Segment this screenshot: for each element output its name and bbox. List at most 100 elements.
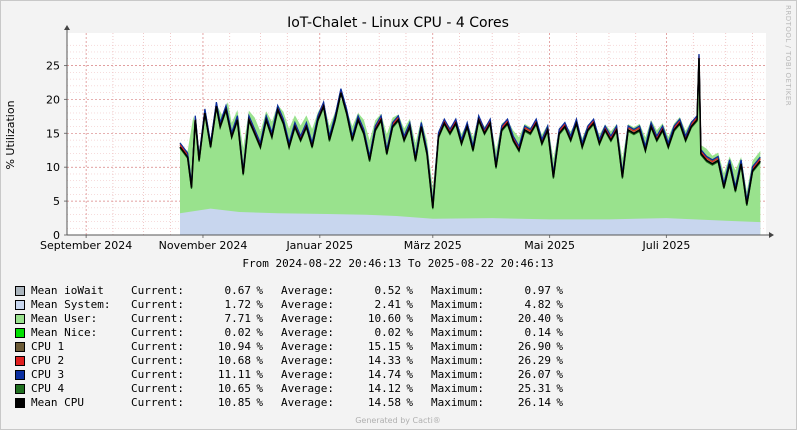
legend-average-label: Average: <box>281 354 334 367</box>
legend-unit: % <box>406 354 413 367</box>
legend-unit: % <box>406 298 413 311</box>
legend-maximum-label: Maximum: <box>431 312 484 325</box>
legend-maximum-label: Maximum: <box>431 298 484 311</box>
y-tick-label: 25 <box>46 60 60 73</box>
legend-row: CPU 4 Current: 10.65% Average: 14.12% Maximum… <box>15 382 563 396</box>
legend-unit: % <box>556 368 563 381</box>
mean-system-area <box>180 208 761 235</box>
legend-unit: % <box>556 354 563 367</box>
legend-unit: % <box>406 340 413 353</box>
legend-average-value: 14.58 <box>367 396 401 409</box>
legend-row: CPU 1 Current: 10.94% Average: 15.15% Maximum… <box>15 340 563 354</box>
legend-current-value: 10.68 <box>217 354 251 367</box>
legend-unit: % <box>406 382 413 395</box>
legend-maximum-label: Maximum: <box>431 354 484 367</box>
legend-swatch <box>15 314 25 324</box>
legend-series-name: Mean ioWait <box>31 284 104 297</box>
y-tick-label: 0 <box>53 229 60 242</box>
legend-series-name: Mean Nice: <box>31 326 98 339</box>
legend-average-value: 10.60 <box>367 312 401 325</box>
legend-current-value: 10.65 <box>217 382 251 395</box>
legend-current-label: Current: <box>131 340 184 353</box>
legend-maximum-label: Maximum: <box>431 326 484 339</box>
legend-row: Mean ioWait Current: 0.67% Average: 0.52% Max… <box>15 284 563 298</box>
legend-unit: % <box>256 368 263 381</box>
series-areas <box>180 63 761 235</box>
legend-row: Mean System: Current: 1.72% Average: 2.41% Ma… <box>15 298 563 312</box>
legend-swatch <box>15 384 25 394</box>
legend-unit: % <box>256 326 263 339</box>
x-tick-label: Januar 2025 <box>285 239 353 252</box>
y-tick-label: 5 <box>53 195 60 208</box>
legend-current-value: 1.72 <box>224 298 252 311</box>
legend-row: CPU 2 Current: 10.68% Average: 14.33% Maximum… <box>15 354 563 368</box>
x-axis-arrow-icon <box>769 232 774 238</box>
legend-maximum-value: 4.82 <box>524 298 552 311</box>
legend-unit: % <box>556 396 563 409</box>
legend-maximum-label: Maximum: <box>431 284 484 297</box>
x-tick-label: Mai 2025 <box>524 239 575 252</box>
y-tick-labels: 0 5 10 15 20 25 <box>46 60 60 242</box>
legend-current-label: Current: <box>131 284 184 297</box>
legend-average-label: Average: <box>281 382 334 395</box>
legend-row: Mean CPU Current: 10.85% Average: 14.58% Maxi… <box>15 396 563 410</box>
legend-maximum-value: 26.90 <box>517 340 551 353</box>
x-tick-label: Juli 2025 <box>642 239 691 252</box>
legend-maximum-value: 26.29 <box>517 354 551 367</box>
legend-unit: % <box>256 382 263 395</box>
legend-average-label: Average: <box>281 340 334 353</box>
legend-maximum-label: Maximum: <box>431 368 484 381</box>
legend-unit: % <box>406 396 413 409</box>
legend-unit: % <box>256 298 263 311</box>
legend-maximum-value: 0.97 <box>524 284 552 297</box>
legend-unit: % <box>556 326 563 339</box>
mean-cpu-line <box>179 58 761 208</box>
legend-unit: % <box>556 382 563 395</box>
legend-average-label: Average: <box>281 298 334 311</box>
legend-unit: % <box>556 284 563 297</box>
y-tick-label: 15 <box>46 127 60 140</box>
legend-series-name: CPU 4 <box>31 382 65 395</box>
legend-current-value: 7.71 <box>224 312 252 325</box>
legend-unit: % <box>406 368 413 381</box>
legend-unit: % <box>256 396 263 409</box>
legend-unit: % <box>406 284 413 297</box>
legend-average-value: 2.41 <box>374 298 402 311</box>
legend-maximum-label: Maximum: <box>431 396 484 409</box>
x-tick-label: November 2024 <box>159 239 248 252</box>
legend-maximum-value: 0.14 <box>524 326 552 339</box>
legend-current-value: 0.67 <box>224 284 252 297</box>
legend-average-value: 14.33 <box>367 354 401 367</box>
legend-maximum-value: 26.07 <box>517 368 551 381</box>
footer-credit: Generated by Cacti® <box>355 416 441 425</box>
y-tick-label: 10 <box>46 161 60 174</box>
legend-series-name: Mean User: <box>31 312 98 325</box>
y-axis-label: % Utilization <box>4 100 17 169</box>
legend-average-value: 14.74 <box>367 368 401 381</box>
legend-swatch <box>15 300 25 310</box>
legend-average-value: 0.02 <box>374 326 402 339</box>
legend-current-label: Current: <box>131 396 184 409</box>
x-tick-labels: September 2024 November 2024 Januar 2025 Mä… <box>40 239 690 252</box>
rrdtool-watermark: RRDTOOL / TOBI OETIKER <box>784 5 792 106</box>
legend-swatch <box>15 286 25 296</box>
legend-maximum-label: Maximum: <box>431 340 484 353</box>
legend-average-value: 14.12 <box>367 382 401 395</box>
legend-current-value: 11.11 <box>217 368 251 381</box>
legend-average-label: Average: <box>281 368 334 381</box>
time-range-text: From 2024-08-22 20:46:13 To 2025-08-22 2… <box>242 257 553 270</box>
y-axis-arrow-icon <box>64 25 70 30</box>
legend-maximum-value: 20.40 <box>517 312 551 325</box>
legend-swatch <box>15 398 25 408</box>
legend-unit: % <box>256 354 263 367</box>
legend-row: Mean User: Current: 7.71% Average: 10.60% Max… <box>15 312 563 326</box>
legend-series-name: Mean System: <box>31 298 111 311</box>
legend-current-label: Current: <box>131 354 184 367</box>
legend-current-value: 10.85 <box>217 396 251 409</box>
legend-unit: % <box>256 312 263 325</box>
mean-user-area <box>180 63 761 235</box>
legend-series-name: CPU 1 <box>31 340 65 353</box>
x-tick-label: September 2024 <box>40 239 132 252</box>
legend-current-label: Current: <box>131 326 184 339</box>
